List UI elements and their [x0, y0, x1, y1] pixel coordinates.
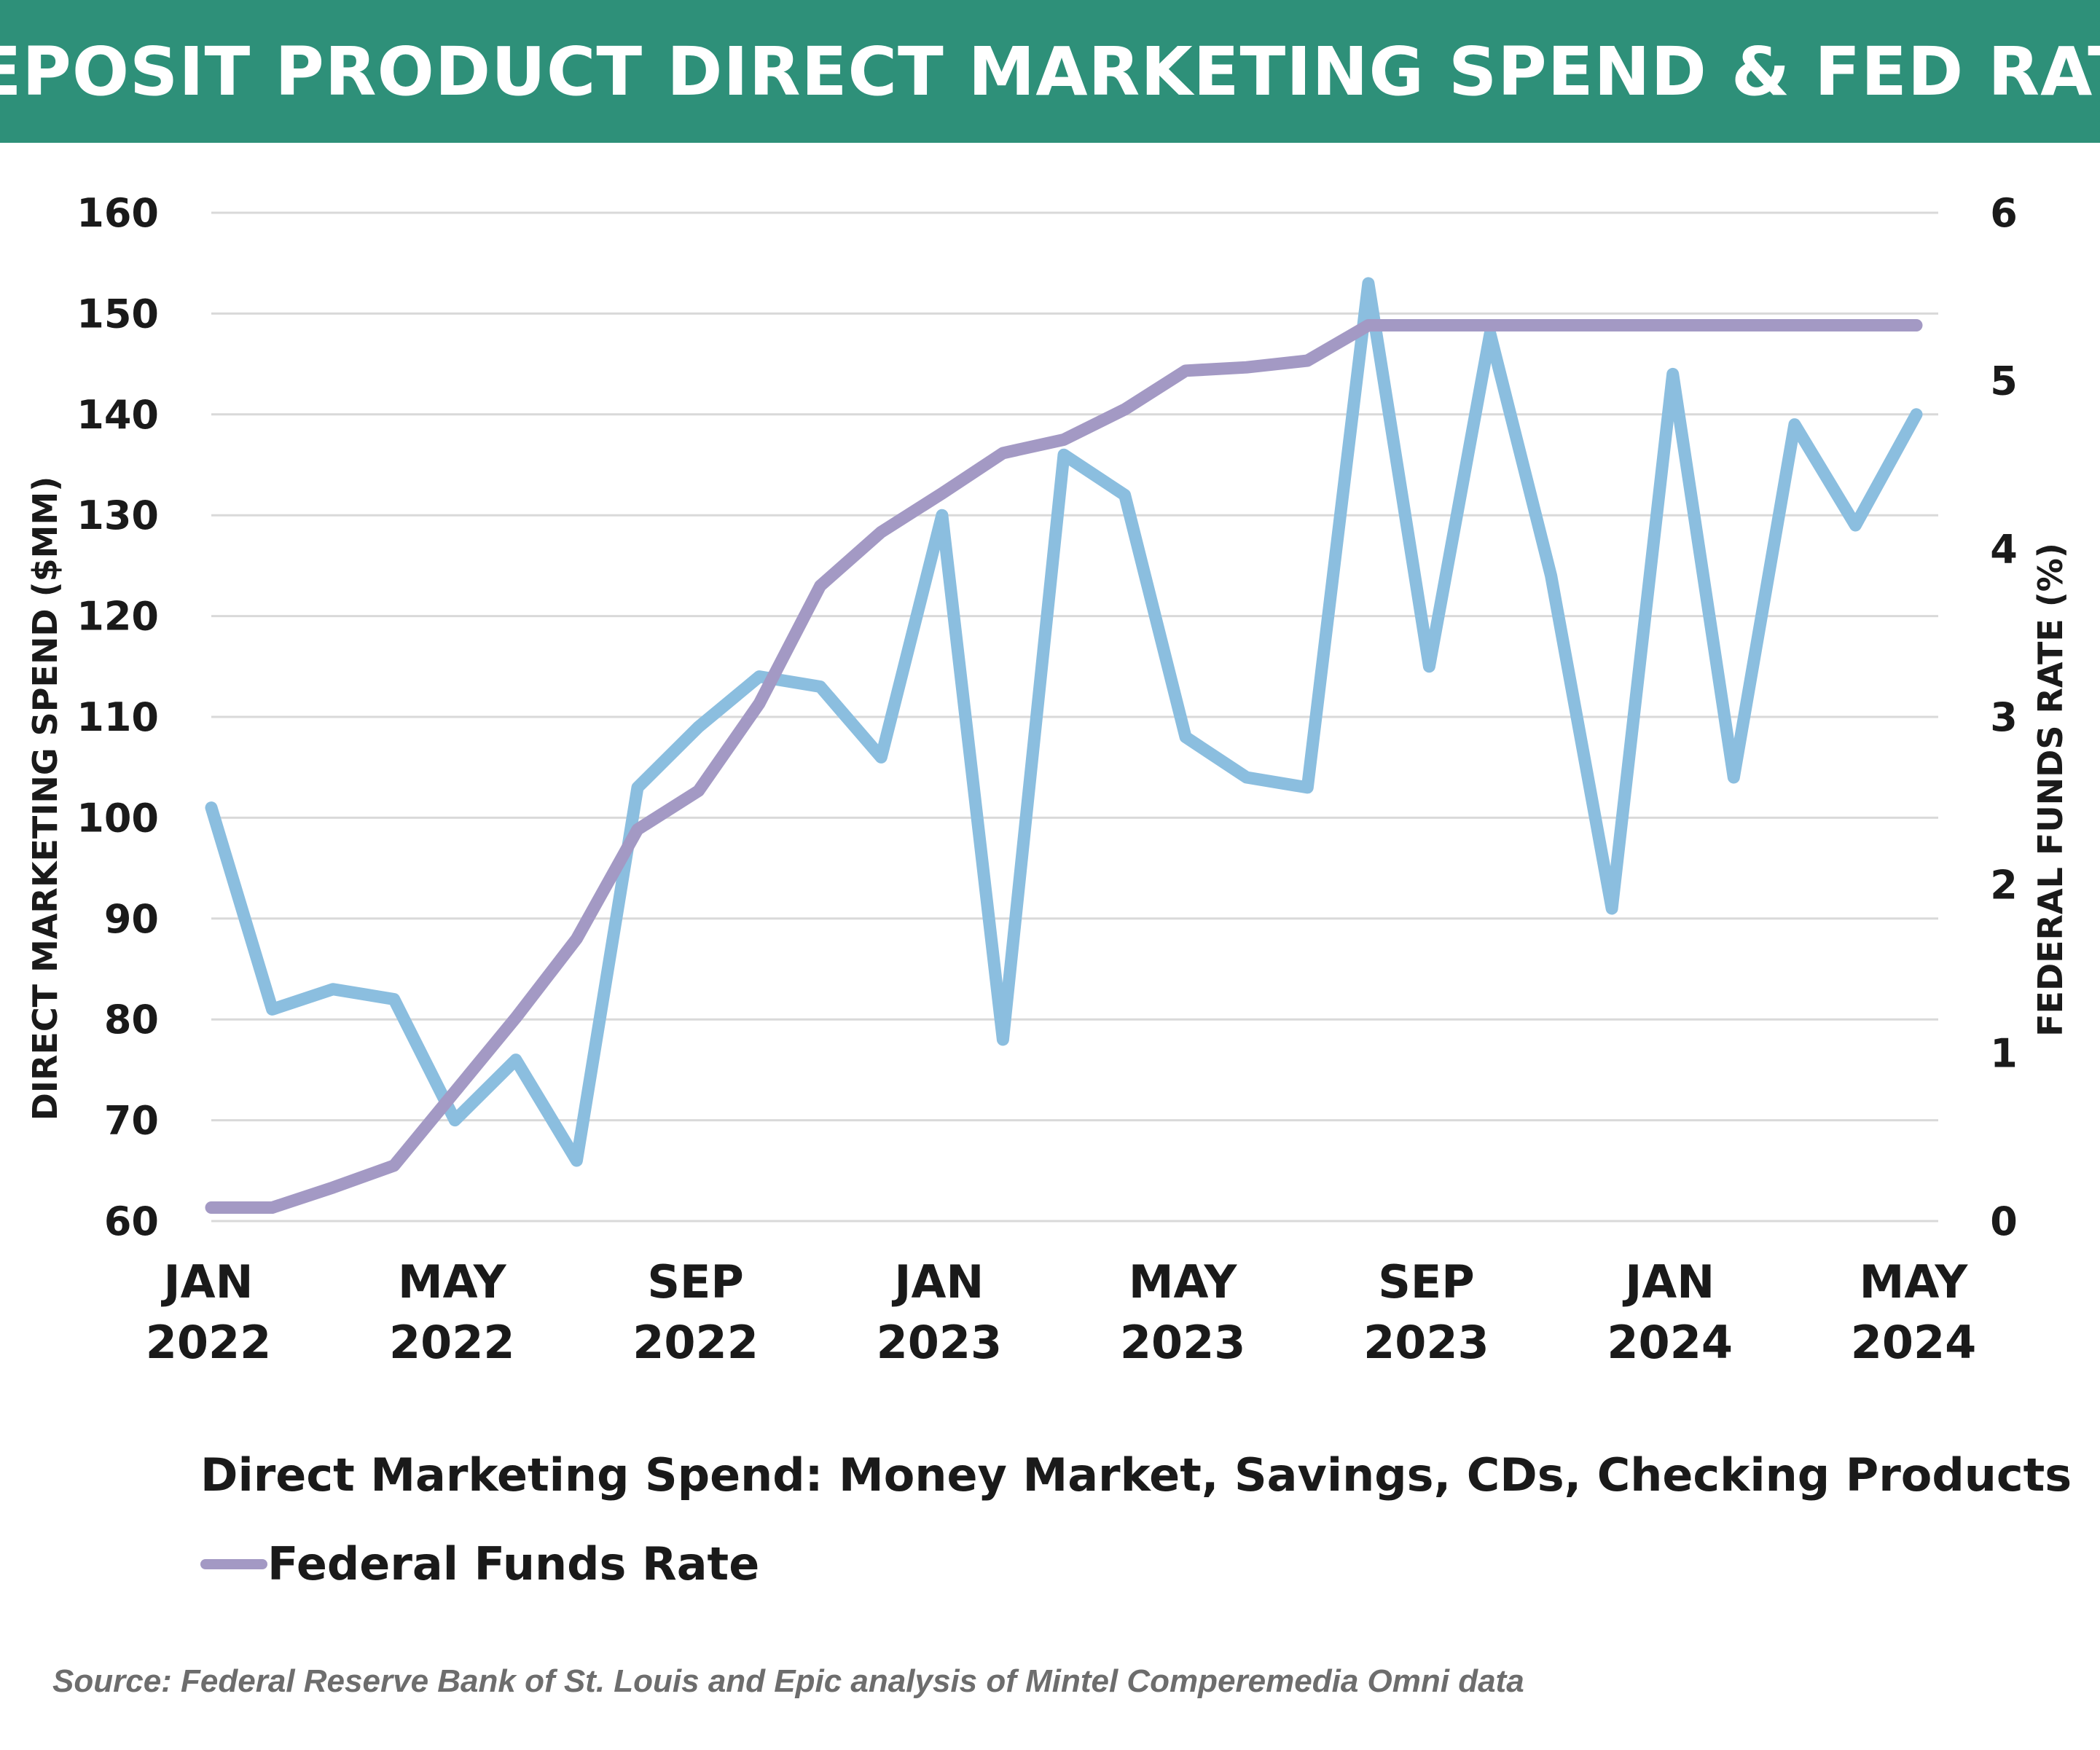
y-tick-label: 160	[77, 190, 159, 236]
y2-tick-label: 0	[1990, 1198, 2018, 1244]
y-tick-label: 80	[104, 997, 159, 1043]
x-axis-ticks: JAN 2022 MAY 2022 SEP 2022 JAN 2023 MAY 2023 SEP 20…	[146, 1255, 1977, 1369]
y2-tick-label: 5	[1990, 358, 2018, 404]
x-tick-month: SEP	[647, 1255, 743, 1308]
legend-label-fed-rate: Federal Funds Rate	[267, 1537, 760, 1590]
legend-item-fed-rate: Federal Funds Rate	[200, 1537, 2066, 1590]
y-tick-label: 100	[77, 795, 159, 841]
x-tick-month: JAN	[891, 1255, 984, 1308]
y-tick-label: 150	[77, 291, 159, 337]
chart-plot: 60 70 80 90 100 110 120 130 140 150 160 0 1 2 3 4 5 6 JA…	[26, 190, 2070, 1369]
y2-tick-label: 3	[1990, 694, 2018, 740]
y2-tick-label: 6	[1990, 190, 2018, 236]
x-tick-month: JAN	[1622, 1255, 1715, 1308]
x-tick-year: 2023	[1120, 1316, 1246, 1369]
y-tick-label: 130	[77, 493, 159, 538]
x-tick-month: MAY	[1860, 1255, 1969, 1308]
gridlines	[211, 211, 1938, 1223]
y-tick-label: 70	[104, 1098, 159, 1144]
x-tick-year: 2024	[1607, 1316, 1733, 1369]
title-banner: DEPOSIT PRODUCT DIRECT MARKETING SPEND &…	[0, 0, 2100, 143]
y-tick-label: 110	[77, 694, 159, 740]
x-tick-year: 2022	[389, 1316, 515, 1369]
left-axis-label: DIRECT MARKETING SPEND ($MM)	[26, 476, 65, 1121]
x-tick-year: 2023	[1363, 1316, 1489, 1369]
legend-swatch-fed-rate	[200, 1558, 267, 1569]
legend-item-spend: Direct Marketing Spend: Money Market, Sa…	[200, 1448, 2072, 1502]
x-tick-year: 2022	[632, 1316, 759, 1369]
x-tick-month: MAY	[398, 1255, 507, 1308]
x-tick-year: 2023	[877, 1316, 1003, 1369]
y-tick-label: 140	[77, 392, 159, 438]
spend-series-line	[205, 277, 1923, 1167]
chart-title: DEPOSIT PRODUCT DIRECT MARKETING SPEND &…	[0, 32, 2100, 111]
right-axis-label: FEDERAL FUNDS RATE (%)	[2031, 543, 2070, 1037]
y-tick-label: 90	[104, 896, 159, 942]
legend-label-spend: Direct Marketing Spend: Money Market, Sa…	[200, 1448, 2072, 1502]
y2-tick-label: 1	[1990, 1030, 2018, 1076]
x-tick-month: MAY	[1129, 1255, 1238, 1308]
y-tick-label: 60	[104, 1198, 159, 1244]
right-axis-ticks: 0 1 2 3 4 5 6	[1990, 190, 2018, 1244]
x-tick-year: 2024	[1851, 1316, 1977, 1369]
fed-rate-series-line	[205, 319, 1923, 1214]
x-tick-month: SEP	[1378, 1255, 1474, 1308]
x-tick-year: 2022	[146, 1316, 272, 1369]
left-axis-ticks: 60 70 80 90 100 110 120 130 140 150 160	[77, 190, 159, 1244]
series-lines	[205, 277, 1923, 1214]
y2-tick-label: 2	[1990, 863, 2018, 909]
source-note: Source: Federal Reserve Bank of St. Loui…	[52, 1663, 1524, 1699]
x-tick-month: JAN	[161, 1255, 254, 1308]
y2-tick-label: 4	[1990, 526, 2018, 572]
y-tick-label: 120	[77, 594, 159, 640]
